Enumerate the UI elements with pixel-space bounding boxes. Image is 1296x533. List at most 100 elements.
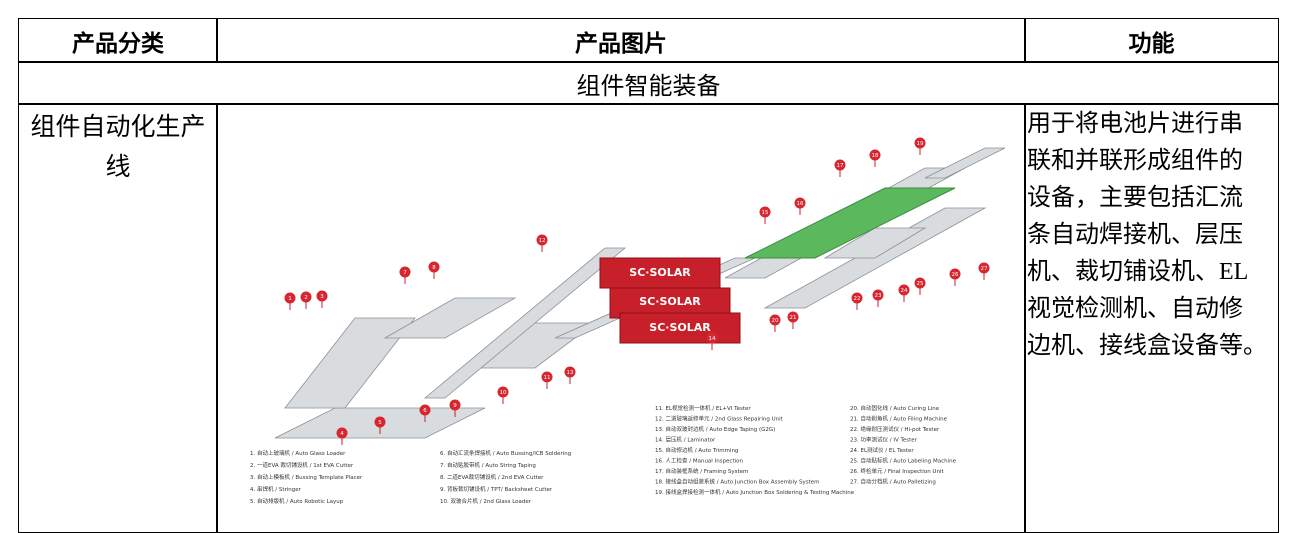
legend-item: 22. 绝缘耐压测试仪 / Hi-pot Tester — [850, 425, 940, 433]
image-cell: SC·SOLAR SC·SOLAR SC·SOLAR 1 2 3 4 5 6 7 8 9 10 11 12… — [216, 103, 1026, 533]
legend-item: 8. 二道EVA裁切铺设机 / 2nd EVA Cutter — [440, 473, 544, 481]
legend-item: 20. 自动固化线 / Auto Curing Line — [850, 404, 940, 412]
function-cell: 用于将电池片进行串 联和并联形成组件的 设备，主要包括汇流 条自动焊接机、层压 机、裁切… — [1024, 103, 1279, 533]
logo-text: SC·SOLAR — [649, 321, 711, 334]
marker — [978, 262, 990, 274]
marker — [759, 206, 771, 218]
marker-label: 22 — [854, 296, 861, 302]
marker — [399, 266, 411, 278]
marker — [706, 332, 718, 344]
marker — [300, 291, 312, 303]
logo-text: SC·SOLAR — [639, 295, 701, 308]
legend-item: 4. 串焊机 / Stringer — [250, 485, 302, 493]
legend-item: 3. 自动上模板机 / Bussing Template Placer — [250, 473, 363, 481]
page: 产品分类 产品图片 功能 组件智能装备 组件自动化生产线 SC·SOLAR SC·… — [18, 18, 1279, 533]
marker — [374, 416, 386, 428]
marker-label: 11 — [544, 375, 551, 381]
function-line: 用于将电池片进行串 — [1027, 111, 1243, 137]
marker-label: 26 — [952, 272, 959, 278]
marker-label: 9 — [453, 403, 457, 409]
marker-label: 27 — [981, 266, 988, 272]
marker — [284, 292, 296, 304]
marker-label: 8 — [432, 265, 436, 271]
legend-item: 16. 人工检查 / Manual Inspection — [655, 457, 744, 465]
legend-item: 12. 二道玻璃返修单元 / 2nd Glass Repairing Unit — [655, 415, 784, 423]
marker — [497, 386, 509, 398]
marker-label: 4 — [340, 431, 344, 437]
logo-text: SC·SOLAR — [629, 266, 691, 279]
legend-item: 13. 自动双玻封边机 / Auto Edge Taping (G2G) — [655, 425, 775, 433]
marker — [898, 284, 910, 296]
legend-item: 14. 层压机 / Laminator — [655, 436, 716, 444]
marker-label: 21 — [790, 315, 797, 321]
marker — [769, 314, 781, 326]
marker — [794, 197, 806, 209]
legend-item: 23. 功率测试仪 / IV Tester — [850, 436, 918, 444]
legend-item: 1. 自动上玻璃机 / Auto Glass Loader — [250, 449, 346, 457]
marker-label: 19 — [917, 141, 924, 147]
legend-item: 6. 自动汇流条焊接机 / Auto Bussing/ICB Soldering — [440, 449, 571, 457]
marker — [449, 399, 461, 411]
header-cell: 产品图片 — [216, 18, 1026, 63]
marker — [316, 290, 328, 302]
marker — [949, 268, 961, 280]
function-line: 边机、接线盒设备等。 — [1027, 333, 1267, 359]
legend-item: 26. 终检单元 / Final Inspection Unit — [850, 467, 944, 475]
legend-item: 18. 接线盒自动组装系统 / Auto Junction Box Assemb… — [655, 478, 820, 486]
marker — [914, 137, 926, 149]
marker-label: 5 — [378, 420, 382, 426]
marker-label: 7 — [403, 270, 407, 276]
header-cell: 功能 — [1024, 18, 1279, 63]
legend-item: 5. 自动排版机 / Auto Robotic Layup — [250, 497, 344, 505]
legend-item: 11. EL视觉检测一体机 / EL+VI Tester — [655, 404, 751, 412]
legend-item: 25. 自动贴标机 / Auto Labeling Machine — [850, 457, 957, 465]
function-line: 机、裁切铺设机、EL — [1027, 259, 1249, 285]
header-cell: 产品分类 — [18, 18, 218, 63]
legend-item: 19. 接线盒焊接检测一体机 / Auto Junction Box Solde… — [655, 488, 855, 496]
function-line: 条自动焊接机、层压 — [1027, 222, 1243, 248]
marker — [834, 159, 846, 171]
marker — [869, 149, 881, 161]
legend-item: 9. 背板裁切铺设机 / TPT/ Backsheet Cutter — [440, 485, 553, 493]
marker-label: 6 — [423, 408, 427, 414]
marker-label: 25 — [917, 281, 924, 287]
legend-item: 27. 自动分档机 / Auto Palletizing — [850, 478, 936, 486]
marker-label: 20 — [772, 318, 779, 324]
marker-label: 15 — [762, 210, 769, 216]
marker-label: 13 — [567, 370, 574, 376]
legend-item: 24. EL测试仪 / EL Tester — [850, 446, 914, 454]
marker — [336, 427, 348, 439]
marker-label: 16 — [797, 201, 804, 207]
function-line: 视觉检测机、自动修 — [1027, 296, 1243, 322]
marker — [541, 371, 553, 383]
marker-label: 10 — [500, 390, 507, 396]
marker — [872, 289, 884, 301]
legend-item: 10. 双玻合片机 / 2nd Glass Loader — [440, 497, 532, 505]
marker — [851, 292, 863, 304]
legend-item: 15. 自动修边机 / Auto Trimming — [655, 446, 738, 454]
marker — [787, 311, 799, 323]
marker-label: 1 — [288, 296, 292, 302]
category-cell: 组件自动化生产线 — [18, 103, 218, 533]
marker-label: 24 — [901, 288, 908, 294]
marker-label: 12 — [539, 238, 546, 244]
marker — [428, 261, 440, 273]
marker-label: 17 — [837, 163, 844, 169]
legend-item: 7. 自动贴胶带机 / Auto String Taping — [440, 461, 536, 469]
legend-item: 2. 一道EVA 裁切铺设机 / 1st EVA Cutter — [250, 461, 354, 469]
legend-item: 21. 自动削角机 / Auto Filing Machine — [850, 415, 948, 423]
marker-label: 14 — [709, 336, 716, 342]
marker-label: 18 — [872, 153, 879, 159]
marker-label: 3 — [320, 294, 324, 300]
function-line: 设备，主要包括汇流 — [1027, 185, 1243, 211]
section-cell: 组件智能装备 — [18, 61, 1279, 105]
marker — [914, 277, 926, 289]
marker — [536, 234, 548, 246]
function-line: 联和并联形成组件的 — [1027, 148, 1243, 174]
marker-label: 23 — [875, 293, 882, 299]
marker — [564, 366, 576, 378]
marker-label: 2 — [304, 295, 308, 301]
marker — [419, 404, 431, 416]
legend-item: 17. 自动装框系统 / Framing System — [655, 467, 748, 475]
